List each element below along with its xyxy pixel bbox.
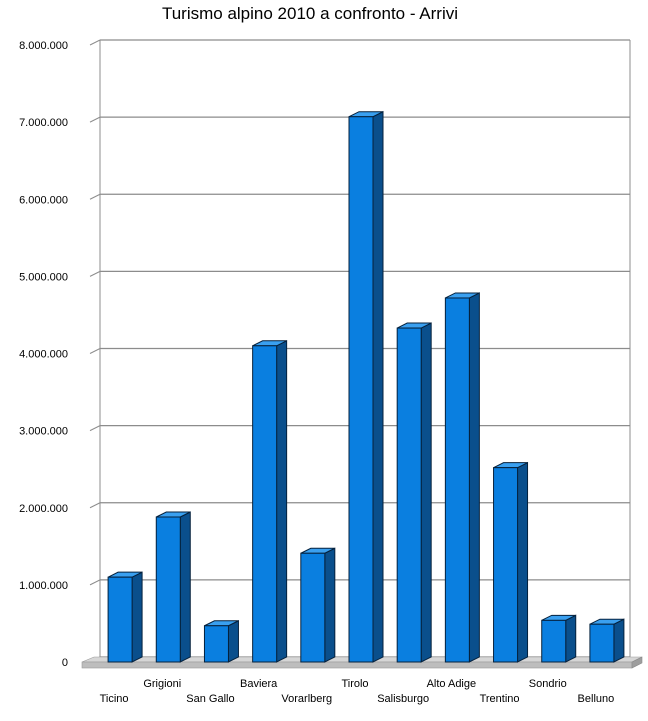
bar-front [107, 576, 133, 663]
bar [541, 614, 577, 663]
x-tick-label: Vorarlberg [281, 693, 332, 705]
bar-front [300, 552, 326, 663]
floor-side [631, 656, 643, 669]
bar-front [589, 623, 615, 663]
bar [396, 322, 432, 663]
bar-side [420, 322, 432, 663]
bar-side [324, 547, 336, 663]
bar [252, 339, 288, 663]
bar-side [227, 619, 239, 663]
bar [348, 110, 384, 663]
x-tick-label: San Gallo [186, 693, 234, 705]
gridline-connector [89, 193, 101, 200]
bar [107, 571, 143, 663]
y-tick-label: 8.000.000 [19, 40, 68, 52]
bar-front [396, 327, 422, 663]
bar-side [276, 339, 288, 663]
x-tick-label: Salisburgo [377, 693, 429, 705]
x-tick-label: Ticino [100, 693, 129, 705]
bar-side [565, 614, 577, 663]
x-tick-label: Belluno [578, 693, 615, 705]
y-tick-label: 1.000.000 [19, 580, 68, 592]
bar-side [468, 292, 480, 663]
bar [493, 461, 529, 663]
bar-front [493, 467, 519, 663]
floor-front [81, 661, 633, 669]
bar [444, 292, 480, 663]
bar-front [252, 345, 278, 663]
x-tick-label: Sondrio [529, 678, 567, 690]
bar-side [517, 461, 529, 663]
bar [203, 619, 239, 663]
bar [589, 618, 625, 663]
y-tick-label: 7.000.000 [19, 117, 68, 129]
bar-side [179, 511, 191, 663]
bar-front [203, 625, 229, 663]
y-tick-label: 6.000.000 [19, 194, 68, 206]
bar-side [131, 571, 143, 663]
bars-layer [107, 110, 625, 663]
y-tick-label: 2.000.000 [19, 503, 68, 515]
y-tick-label: 3.000.000 [19, 426, 68, 438]
gridline-connector [89, 116, 101, 123]
x-tick-labels: Ticino Grigioni San Gallo BavieraVorarlberg… [100, 678, 615, 705]
bar-front [155, 516, 181, 663]
y-tick-label: 4.000.000 [19, 349, 68, 361]
bar-side [613, 618, 625, 663]
x-tick-label: Grigioni [143, 678, 181, 690]
chart-title: Turismo alpino 2010 a confronto - Arrivi [161, 4, 459, 23]
gridline-connector [89, 579, 101, 586]
bar [300, 547, 336, 663]
x-tick-label: Tirolo [341, 678, 368, 690]
bar-front [348, 116, 374, 663]
bar [155, 511, 191, 663]
gridline-connector [89, 425, 101, 432]
y-tick-label: 0 [62, 657, 68, 669]
x-tick-label: Trentino [480, 693, 520, 705]
gridline-connector [89, 39, 101, 46]
x-tick-label: Alto Adige [427, 678, 477, 690]
gridline-connector [89, 270, 101, 277]
bar-side [372, 110, 384, 663]
gridline-connector [89, 348, 101, 354]
bar-front [444, 297, 470, 663]
gridline-connector [89, 502, 101, 509]
x-tick-label: Baviera [240, 678, 278, 690]
y-tick-labels: 0 1.000.000 2.000.000 3.000.000 4.000.000 5.0… [19, 40, 68, 669]
y-tick-label: 5.000.000 [19, 271, 68, 283]
bar-front [541, 619, 567, 663]
